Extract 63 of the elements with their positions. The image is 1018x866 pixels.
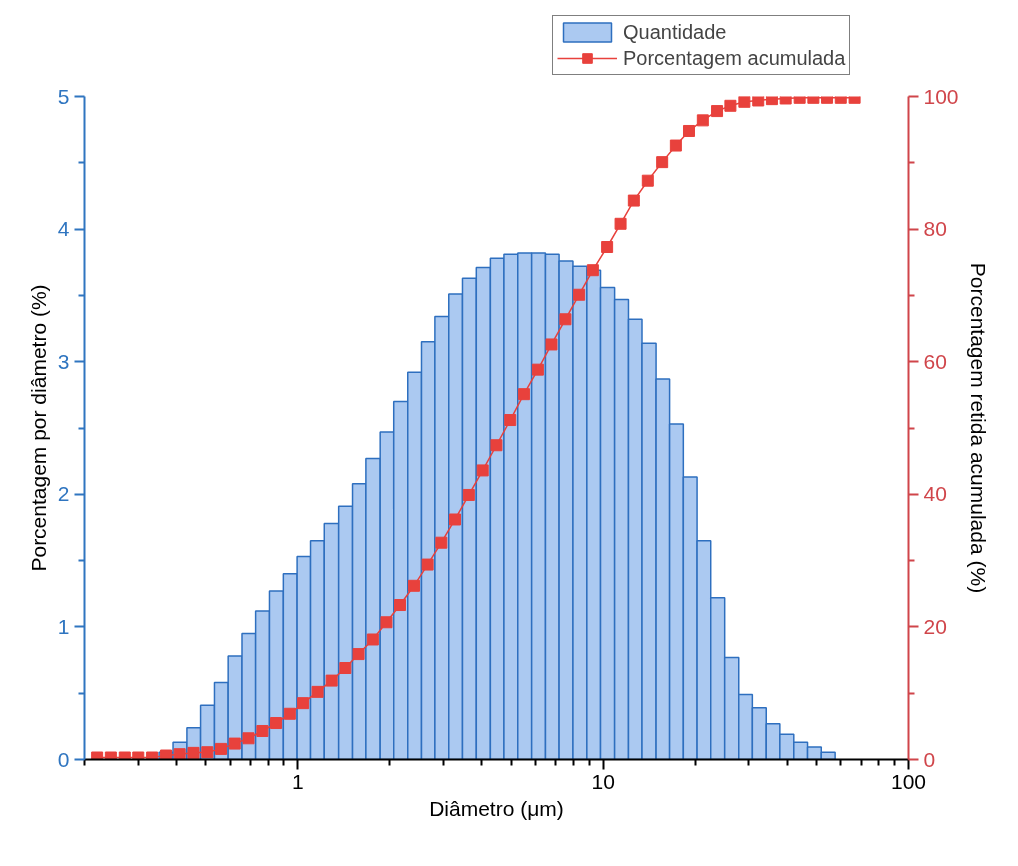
point	[504, 414, 517, 427]
point	[683, 124, 695, 137]
y-tick-label: 1	[57, 614, 70, 638]
point	[366, 633, 379, 646]
point	[711, 105, 724, 118]
point	[656, 156, 669, 169]
point	[187, 746, 200, 759]
point	[573, 288, 586, 301]
point	[242, 732, 255, 745]
legend-label: Quantidade	[623, 20, 727, 44]
x-tick-label: 10	[591, 769, 615, 793]
point	[256, 724, 269, 737]
x-tick-label: 1	[292, 769, 304, 793]
point	[696, 114, 709, 127]
point	[490, 439, 503, 452]
point	[380, 616, 393, 629]
point	[270, 717, 283, 730]
point	[586, 264, 599, 277]
y-tick-label: 0	[57, 747, 70, 771]
point	[435, 536, 448, 549]
point	[669, 139, 682, 152]
point	[311, 685, 324, 698]
point	[448, 513, 461, 526]
point	[738, 96, 751, 108]
point	[545, 338, 558, 351]
point	[407, 579, 420, 592]
point	[352, 648, 365, 661]
point	[215, 742, 228, 755]
legend-label: Porcentagem acumulada	[623, 46, 846, 70]
point	[325, 674, 338, 687]
y-tick-label: 2	[57, 482, 70, 506]
y-axis-title: Porcentagem por diâmetro (%)	[26, 284, 50, 572]
y2-tick-label: 100	[923, 84, 959, 108]
point	[559, 313, 572, 326]
y-tick-label: 5	[57, 84, 70, 108]
x-tick-label: 100	[890, 769, 927, 793]
point	[201, 746, 214, 759]
point	[517, 388, 530, 401]
y2-tick-label: 0	[923, 747, 936, 771]
point	[297, 697, 310, 710]
point	[724, 99, 737, 112]
point	[283, 707, 296, 720]
point	[462, 488, 475, 501]
point	[627, 194, 640, 207]
y-tick-label: 3	[57, 349, 70, 373]
y2-tick-label: 20	[923, 614, 947, 638]
y2-tick-label: 80	[923, 217, 947, 241]
y2-axis-title: Porcentagem retida acumulada (%)	[966, 262, 990, 594]
point	[752, 96, 765, 107]
point	[339, 662, 352, 675]
point	[614, 217, 627, 230]
point	[641, 174, 654, 187]
y2-tick-label: 40	[923, 482, 947, 506]
point	[531, 363, 544, 376]
point	[765, 96, 778, 106]
point	[394, 599, 407, 612]
point	[601, 241, 614, 253]
point	[421, 558, 434, 571]
y2-tick-label: 60	[923, 349, 947, 373]
y-tick-label: 4	[57, 217, 70, 241]
point	[228, 737, 241, 750]
point	[476, 464, 489, 477]
x-axis-title: Diâmetro (μm)	[429, 796, 564, 820]
